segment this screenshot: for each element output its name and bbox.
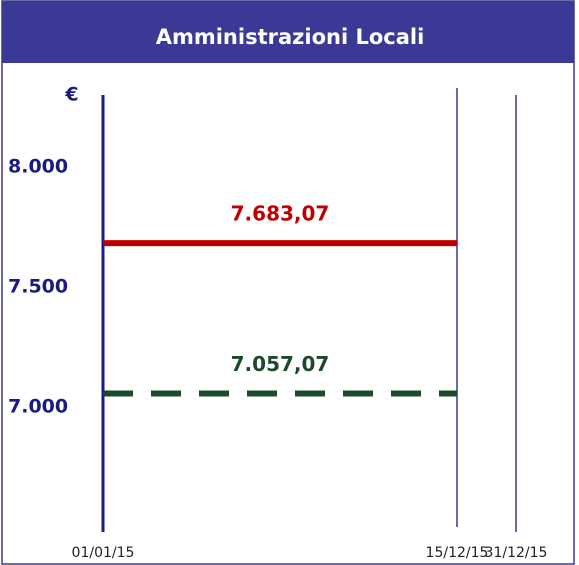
x-tick-label: 01/01/15 [72, 545, 135, 561]
x-tick-label: 15/12/15 [426, 545, 489, 561]
y-tick-label: 7.000 [8, 396, 68, 418]
value-label: 7.057,07 [231, 352, 330, 376]
x-tick-label: 31/12/15 [485, 545, 548, 561]
header [2, 1, 574, 63]
chart-title: Amministrazioni Locali [156, 25, 425, 49]
y-tick-label: 7.500 [8, 276, 68, 298]
y-axis-label: € [64, 84, 78, 106]
y-tick-label: 8.000 [8, 156, 68, 178]
value-label: 7.683,07 [231, 202, 330, 226]
